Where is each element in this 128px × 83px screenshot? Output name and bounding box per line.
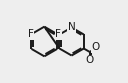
Text: N: N xyxy=(68,22,76,32)
Text: F: F xyxy=(55,29,61,39)
Text: O: O xyxy=(86,55,94,65)
Text: O: O xyxy=(91,42,100,52)
Text: F: F xyxy=(28,29,33,39)
